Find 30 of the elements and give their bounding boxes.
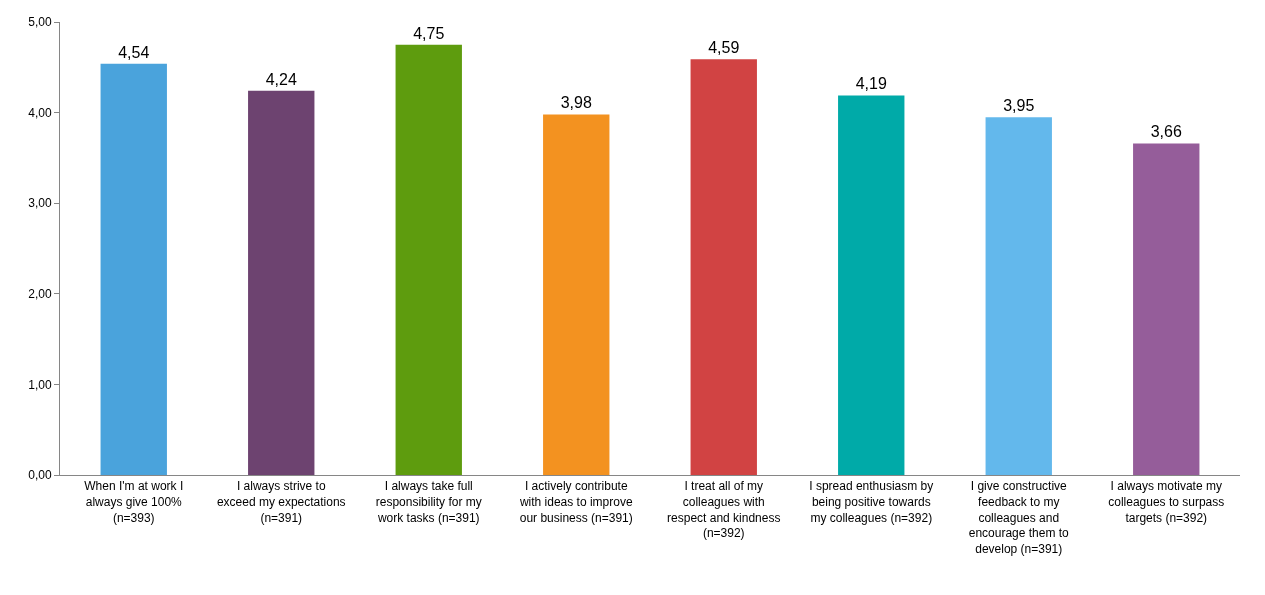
x-tick-label: I always take full responsibility for my work tasks (n=391) — [375, 479, 482, 525]
x-tick-label: I spread enthusiasm by being positive towards my colleagues (n=392) — [809, 479, 934, 525]
data-label: 4,24 — [265, 70, 297, 88]
y-tick-label: 4,00 — [28, 105, 52, 120]
x-tick-label: I actively contribute with ideas to improve our business (n=391) — [518, 479, 633, 525]
y-tick-label: 1,00 — [28, 377, 52, 392]
x-tick-label: I always strive to exceed my expectations (n=391) — [216, 479, 346, 525]
bar — [838, 95, 905, 475]
y-tick-label: 3,00 — [28, 196, 52, 211]
bar — [395, 44, 462, 475]
y-tick-label: 5,00 — [28, 15, 52, 30]
data-label: 4,19 — [855, 75, 887, 93]
bar — [690, 59, 757, 475]
x-tick-label: I treat all of my colleagues with respect and kindness (n=392) — [667, 479, 781, 541]
data-label: 4,59 — [708, 39, 740, 57]
y-tick-label: 0,00 — [28, 468, 52, 483]
data-label: 4,75 — [413, 24, 445, 42]
data-label: 3,95 — [1003, 97, 1035, 115]
x-tick-label: I give constructive feedback to my colleagues and encourage them to develop (n=391) — [968, 479, 1070, 556]
bar — [100, 63, 167, 475]
x-tick-label: I always motivate my colleagues to surpass targets (n=392) — [1108, 479, 1225, 525]
data-label: 3,66 — [1150, 123, 1182, 141]
x-tick-label: When I'm at work I always give 100% (n=393) — [84, 479, 184, 525]
bar — [1133, 143, 1200, 475]
bar — [985, 117, 1052, 475]
bar — [543, 114, 610, 475]
data-label: 3,98 — [560, 94, 592, 112]
data-label: 4,54 — [118, 43, 150, 61]
y-tick-label: 2,00 — [28, 287, 52, 301]
bar — [248, 90, 315, 475]
